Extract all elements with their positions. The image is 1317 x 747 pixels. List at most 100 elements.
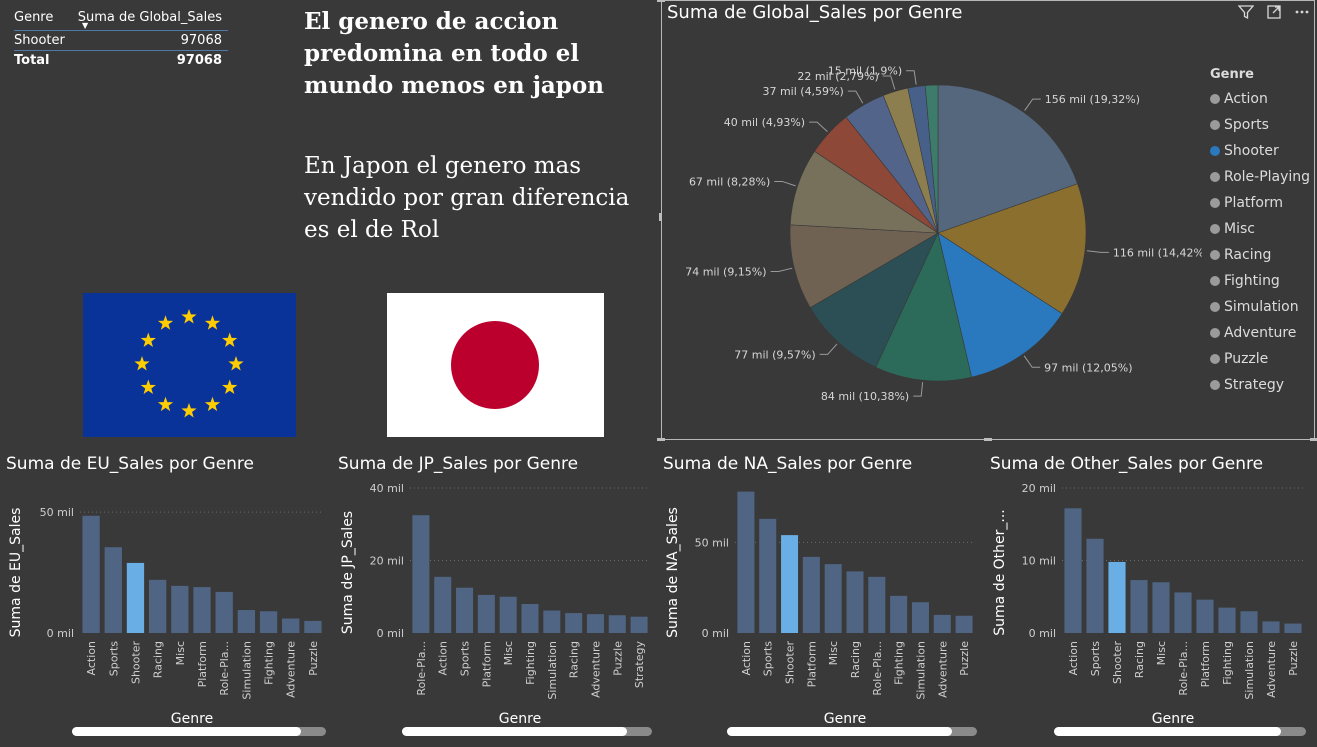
bar-fighting[interactable] — [259, 611, 278, 633]
column-header-global-sales[interactable]: Suma de Global_Sales — [77, 9, 222, 25]
bar-simulation[interactable] — [543, 610, 561, 633]
bar-sports[interactable] — [456, 587, 474, 633]
bar-strategy[interactable] — [630, 616, 648, 633]
pie-slice-misc[interactable] — [789, 224, 940, 309]
resize-handle[interactable] — [984, 438, 992, 441]
resize-handle[interactable] — [657, 438, 665, 441]
eu-stars — [134, 309, 244, 418]
legend-item-sports[interactable]: Sports — [1210, 112, 1310, 138]
bar-action[interactable] — [82, 515, 100, 633]
bar-puzzle[interactable] — [304, 620, 322, 633]
y-tick-label: 0 mil — [47, 627, 74, 640]
bar-shooter[interactable] — [781, 535, 799, 633]
x-tick-label: Fighting — [893, 641, 906, 685]
x-tick-label: Simulation — [240, 641, 253, 700]
other-sales-bar-chart[interactable]: Suma de Other_Sales por Genre 0 mil 10 mil… — [984, 448, 1317, 743]
legend-item-misc[interactable]: Misc — [1210, 216, 1310, 242]
legend-item-puzzle[interactable]: Puzzle — [1210, 346, 1310, 372]
bar-puzzle[interactable] — [1284, 623, 1302, 633]
scrollbar-thumb[interactable] — [727, 727, 952, 736]
x-tick-label: Puzzle — [1287, 641, 1300, 676]
resize-handle[interactable] — [1310, 438, 1317, 441]
bar-simulation[interactable] — [1240, 611, 1258, 633]
bar-misc[interactable] — [499, 596, 517, 633]
na-sales-bar-chart[interactable]: Suma de NA_Sales por Genre 0 mil 50 mil Sum… — [657, 448, 987, 743]
bar-simulation[interactable] — [911, 602, 929, 633]
bar-racing[interactable] — [148, 579, 167, 633]
bar-racing[interactable] — [1130, 580, 1148, 633]
horizontal-scrollbar[interactable] — [727, 727, 977, 736]
x-tick-label: Sports — [762, 641, 775, 677]
legend-item-strategy[interactable]: Strategy — [1210, 372, 1310, 398]
bar-rolepla[interactable] — [215, 591, 233, 633]
x-tick-label: Sports — [459, 641, 472, 677]
bar-shooter[interactable] — [1108, 561, 1126, 633]
bar-rolepla[interactable] — [868, 576, 886, 633]
legend-item-action[interactable]: Action — [1210, 86, 1310, 112]
bar-adventure[interactable] — [933, 614, 951, 633]
pie-slice-role-playing[interactable] — [875, 232, 972, 382]
more-options-icon[interactable] — [1294, 4, 1310, 24]
y-axis-label: Suma de NA_Sales — [665, 507, 681, 638]
legend-item-adventure[interactable]: Adventure — [1210, 320, 1310, 346]
horizontal-scrollbar[interactable] — [402, 727, 652, 736]
pie-slice-sports[interactable] — [937, 183, 1087, 315]
bar-simulation[interactable] — [237, 610, 256, 633]
bar-chart-title: Suma de NA_Sales por Genre — [663, 454, 912, 474]
legend-item-shooter[interactable]: Shooter — [1210, 138, 1310, 164]
bar-puzzle[interactable] — [608, 615, 626, 633]
scrollbar-thumb[interactable] — [402, 727, 627, 736]
pie-slice-shooter[interactable] — [937, 232, 1063, 378]
bar-sports[interactable] — [104, 547, 122, 633]
legend-item-racing[interactable]: Racing — [1210, 242, 1310, 268]
bar-adventure[interactable] — [1262, 621, 1280, 633]
bar-racing[interactable] — [846, 571, 864, 633]
scrollbar-thumb[interactable] — [1054, 727, 1281, 736]
focus-mode-icon[interactable] — [1266, 4, 1282, 24]
bar-sports[interactable] — [759, 518, 777, 633]
table-row[interactable]: Shooter 97068 — [14, 31, 228, 51]
bar-rolepla[interactable] — [1174, 592, 1192, 633]
legend-marker — [1210, 380, 1220, 390]
pie-chart-visual[interactable]: Suma de Global_Sales por Genre 156 mil (… — [657, 0, 1317, 441]
bar-adventure[interactable] — [282, 618, 300, 634]
scrollbar-thumb[interactable] — [72, 727, 301, 736]
bar-action[interactable] — [737, 491, 755, 633]
bar-fighting[interactable] — [1218, 607, 1236, 633]
legend-label: Role-Playing — [1224, 169, 1311, 185]
horizontal-scrollbar[interactable] — [1054, 727, 1306, 736]
bar-racing[interactable] — [565, 613, 583, 633]
bar-adventure[interactable] — [586, 614, 604, 633]
bar-misc[interactable] — [171, 585, 189, 633]
bar-platform[interactable] — [1196, 599, 1214, 633]
bar-sports[interactable] — [1086, 538, 1104, 633]
filter-icon[interactable] — [1237, 4, 1255, 24]
bar-fighting[interactable] — [521, 604, 539, 633]
legend-item-fighting[interactable]: Fighting — [1210, 268, 1310, 294]
legend-title: Genre — [1210, 67, 1254, 82]
pie-slice-strategy[interactable] — [924, 84, 939, 234]
pie-leader-line — [847, 90, 864, 104]
bar-action[interactable] — [434, 576, 452, 633]
legend-item-simulation[interactable]: Simulation — [1210, 294, 1310, 320]
bar-platform[interactable] — [802, 556, 820, 633]
bar-fighting[interactable] — [890, 595, 908, 633]
legend-item-role-playing[interactable]: Role-Playing — [1210, 164, 1310, 190]
bar-puzzle[interactable] — [955, 615, 973, 633]
bar-shooter[interactable] — [126, 562, 145, 633]
legend-label: Strategy — [1224, 377, 1284, 393]
bar-rolepla[interactable] — [412, 515, 430, 633]
bar-platform[interactable] — [193, 587, 211, 633]
pie-slice-platform[interactable] — [809, 232, 939, 368]
bar-action[interactable] — [1064, 508, 1082, 633]
resize-handle[interactable] — [659, 213, 662, 221]
jp-sales-bar-chart[interactable]: Suma de JP_Sales por Genre 0 mil 20 mil 40 … — [332, 448, 660, 743]
resize-handle[interactable] — [657, 0, 665, 2]
horizontal-scrollbar[interactable] — [72, 727, 326, 736]
legend-item-platform[interactable]: Platform — [1210, 190, 1310, 216]
column-header-genre[interactable]: Genre — [14, 9, 54, 25]
bar-platform[interactable] — [477, 594, 495, 633]
bar-misc[interactable] — [824, 564, 842, 633]
bar-misc[interactable] — [1152, 582, 1170, 633]
eu-sales-bar-chart[interactable]: Suma de EU_Sales por Genre 0 mil 50 mil Sum… — [0, 448, 330, 743]
